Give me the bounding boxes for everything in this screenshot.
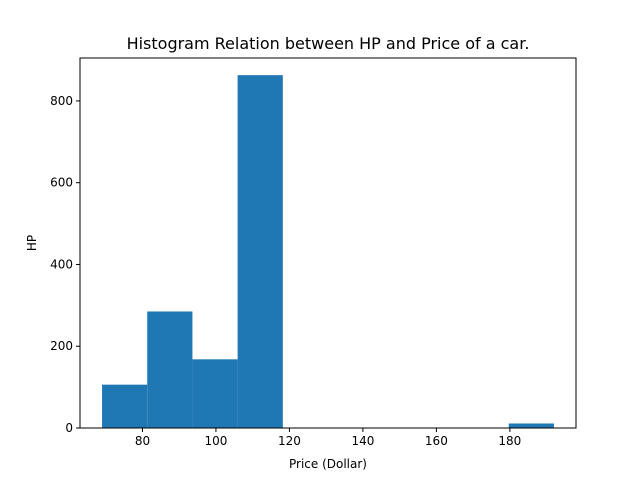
histogram-bar-2	[192, 359, 238, 428]
histogram-bar-1	[147, 311, 193, 428]
histogram-bar-0	[102, 384, 148, 428]
y-tick-label: 0	[65, 421, 73, 435]
x-tick-label: 160	[425, 434, 448, 448]
x-axis-ticks: 80 100 120 140 160 180	[135, 428, 521, 448]
y-tick-label: 200	[50, 339, 73, 353]
x-tick-label: 140	[351, 434, 374, 448]
histogram-bar-3	[237, 75, 283, 429]
bars-group	[102, 75, 554, 429]
chart-title: Histogram Relation between HP and Price …	[127, 34, 530, 53]
y-axis-ticks: 0 200 400 600 800	[50, 94, 80, 435]
x-tick-label: 80	[135, 434, 150, 448]
plot-frame	[79, 57, 577, 429]
histogram-bar-9	[508, 423, 554, 428]
y-tick-label: 800	[50, 94, 73, 108]
y-axis-label: HP	[25, 235, 39, 251]
y-tick-label: 600	[50, 176, 73, 190]
x-axis-label: Price (Dollar)	[289, 457, 367, 471]
y-tick-label: 400	[50, 257, 73, 271]
x-tick-label: 100	[204, 434, 227, 448]
x-tick-label: 180	[498, 434, 521, 448]
x-tick-label: 120	[278, 434, 301, 448]
